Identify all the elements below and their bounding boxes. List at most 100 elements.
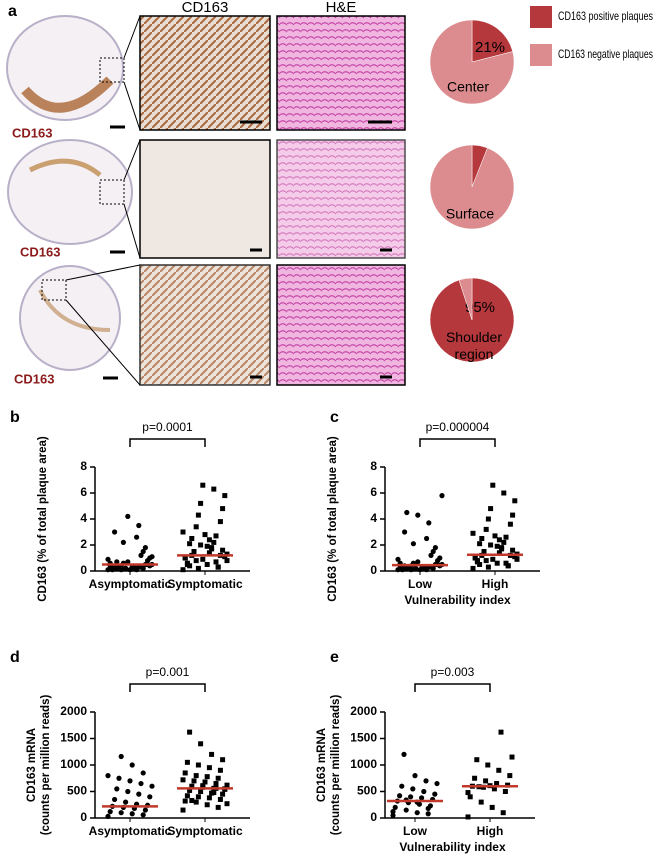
data-point xyxy=(211,539,217,545)
data-point xyxy=(217,796,223,802)
legend-label: CD163 negative plaques xyxy=(558,47,653,61)
pie-title: Shoulder region xyxy=(446,329,502,362)
image-header: H&E xyxy=(326,0,357,16)
image-header: CD163 xyxy=(182,0,229,16)
data-point xyxy=(191,549,197,554)
panel-label: d xyxy=(10,649,20,666)
data-point xyxy=(180,567,186,573)
data-point xyxy=(198,542,204,548)
data-point xyxy=(220,547,226,553)
data-point xyxy=(220,791,226,797)
data-point xyxy=(481,549,487,554)
data-point xyxy=(488,542,494,548)
data-point xyxy=(502,789,508,794)
legend-label: CD163 positive plaques xyxy=(558,9,653,23)
data-point xyxy=(402,529,408,535)
pie-slice xyxy=(429,19,515,105)
data-point xyxy=(412,773,418,779)
data-point xyxy=(105,556,111,562)
data-point xyxy=(474,558,480,564)
data-point xyxy=(138,552,144,559)
data-point xyxy=(425,811,431,817)
data-point xyxy=(215,804,221,810)
value-label: 95% xyxy=(465,299,495,316)
data-point xyxy=(187,787,193,793)
data-point xyxy=(129,811,135,817)
data-point xyxy=(184,562,190,567)
x-tick-label: Symptomatic xyxy=(167,824,243,838)
y-tick-label: 6 xyxy=(80,485,87,499)
pie-title: Center xyxy=(447,79,489,95)
y-tick-label: 4 xyxy=(80,511,87,525)
data-point xyxy=(189,783,195,789)
y-tick-label: 500 xyxy=(357,784,377,798)
panel-label: a xyxy=(8,3,17,20)
data-point xyxy=(198,500,204,506)
data-point xyxy=(399,567,405,573)
data-point xyxy=(485,516,491,522)
data-point xyxy=(483,558,489,564)
data-point xyxy=(432,545,438,551)
data-point xyxy=(118,753,124,760)
x-axis-label: Vulnerability index xyxy=(404,593,511,607)
data-point xyxy=(206,537,212,543)
data-point xyxy=(503,560,509,566)
x-tick-label: High xyxy=(482,577,509,591)
significance-bracket xyxy=(129,438,206,447)
data-point xyxy=(193,799,199,805)
data-point xyxy=(129,762,135,768)
data-point xyxy=(105,813,111,820)
y-tick-label: 500 xyxy=(67,784,87,798)
x-tick-label: High xyxy=(477,824,504,838)
data-point xyxy=(217,519,223,525)
data-point xyxy=(424,535,430,542)
data-point xyxy=(392,804,398,811)
significance-bracket xyxy=(129,683,206,692)
data-point xyxy=(425,805,431,812)
y-tick-label: 0 xyxy=(370,810,377,824)
data-point xyxy=(395,556,401,562)
panel-label: b xyxy=(10,409,20,426)
data-point xyxy=(390,812,396,818)
data-point xyxy=(410,786,416,792)
data-point xyxy=(470,530,476,536)
data-point xyxy=(125,788,131,795)
data-point xyxy=(501,490,507,496)
data-point xyxy=(415,559,421,565)
data-point xyxy=(206,795,212,801)
data-point xyxy=(213,533,219,539)
data-point xyxy=(220,506,226,512)
y-tick-label: 1500 xyxy=(350,731,377,745)
data-point xyxy=(189,798,195,804)
data-point xyxy=(204,543,210,549)
data-point xyxy=(477,541,483,547)
data-point xyxy=(204,774,210,780)
data-point xyxy=(477,562,483,567)
data-point xyxy=(500,810,506,816)
data-point xyxy=(514,556,520,562)
y-axis-label: CD163 (% of total plaque area) xyxy=(327,436,339,602)
y-tick-label: 1000 xyxy=(60,757,87,771)
data-point xyxy=(198,741,204,747)
data-point xyxy=(138,564,144,570)
data-point xyxy=(215,775,221,781)
data-point xyxy=(195,794,201,800)
data-point xyxy=(439,493,445,499)
data-point xyxy=(403,807,409,813)
data-point xyxy=(467,794,473,800)
data-point xyxy=(127,778,133,784)
p-value: p=0.000004 xyxy=(426,420,490,434)
data-point xyxy=(499,546,505,552)
data-point xyxy=(105,773,111,779)
data-point xyxy=(224,551,230,557)
data-point xyxy=(131,564,137,570)
data-point xyxy=(503,534,509,540)
significance-bracket xyxy=(419,438,496,447)
data-point xyxy=(224,558,230,564)
data-point xyxy=(494,781,500,787)
data-point xyxy=(193,773,199,779)
data-point xyxy=(419,795,425,801)
x-tick-label: Asymptomatic xyxy=(89,824,172,838)
data-point xyxy=(485,564,491,570)
data-point xyxy=(426,520,432,526)
